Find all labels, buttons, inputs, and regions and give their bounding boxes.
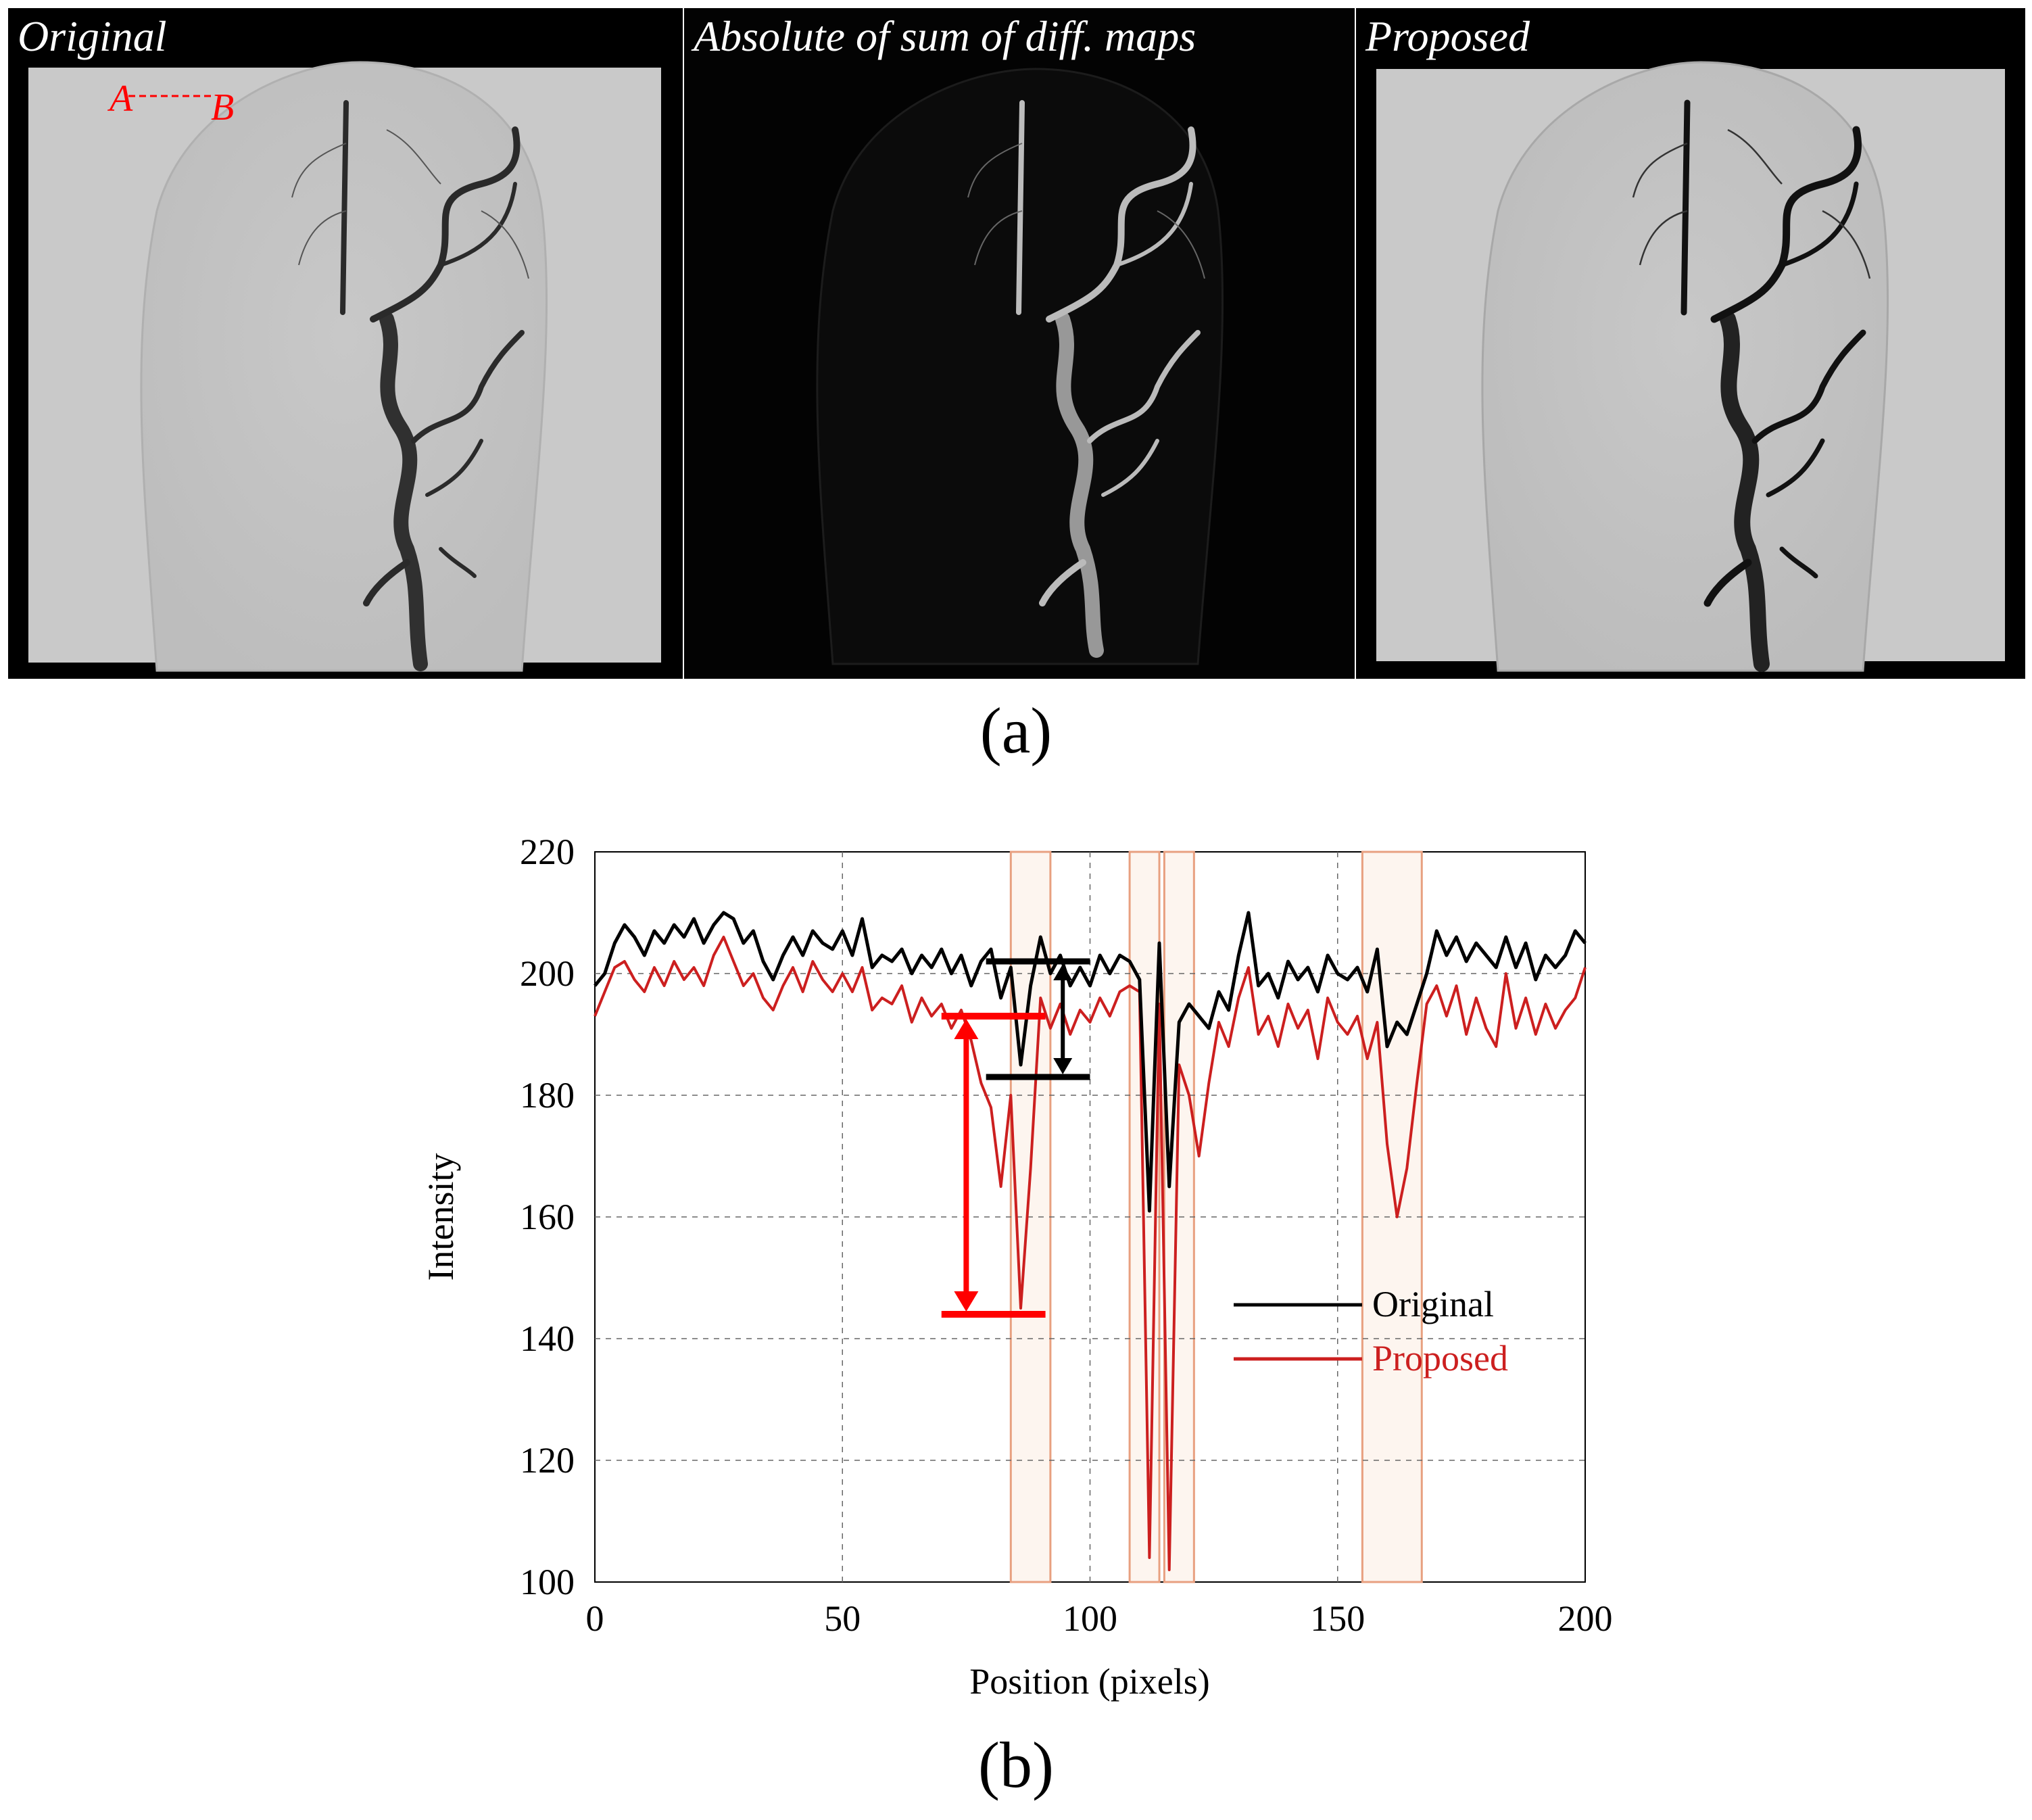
panel-proposed: Proposed [1356,8,2025,679]
panel-original: A B Original [8,8,683,679]
y-tick-label-100: 100 [520,1562,575,1602]
subfigure-label-b: (b) [978,1729,1054,1801]
series-line-original [594,911,1587,1213]
difference-map-image [684,8,1355,679]
y-tick-label-180: 180 [520,1075,575,1116]
highlight-box-3 [1361,851,1423,1583]
marker-a: A [107,78,133,120]
intensity-profile-chart: 0 50 100 150 200 100 120 140 160 180 200 220 Positi… [379,777,1663,1714]
series-line-proposed [594,936,1587,1571]
marker-b: B [211,87,234,128]
x-axis-label: Position (pixels) [969,1661,1210,1702]
angiogram-proposed-image [1376,61,2005,672]
original-gap-arrow-head-up [1053,964,1073,980]
legend-label-original: Original [1372,1284,1494,1324]
y-tick-label-160: 160 [520,1197,575,1237]
x-tick-label-50: 50 [824,1598,861,1639]
y-axis-label: Intensity [420,1153,461,1281]
proposed-gap-arrow-head-down [954,1291,979,1312]
y-tick-label-120: 120 [520,1440,575,1481]
intensity-chart-svg: 0 50 100 150 200 100 120 140 160 180 200 220 Positi… [420,832,1613,1702]
x-tick-label-150: 150 [1310,1598,1365,1639]
y-tick-label-220: 220 [520,832,575,872]
proposed-gap-arrow-head-up [954,1019,979,1039]
legend: Original Proposed [1234,1284,1508,1379]
original-gap-arrow-head-down [1053,1058,1073,1074]
x-tick-label-100: 100 [1063,1598,1117,1639]
subfigure-label-a: (a) [979,694,1053,767]
panel-diff-maps: Absolute of sum of diff. maps [684,8,1355,679]
y-tick-label-140: 140 [520,1318,575,1359]
panel-title-diff-maps: Absolute of sum of diff. maps [694,12,1196,60]
x-tick-label-200: 200 [1558,1598,1613,1639]
legend-label-proposed: Proposed [1372,1338,1508,1379]
panel-title-proposed: Proposed [1356,8,1546,65]
x-tick-label-0: 0 [586,1598,604,1639]
angiogram-original-image: A B [28,61,661,672]
panel-title-original: Original [8,8,183,65]
y-tick-label-200: 200 [520,953,575,994]
